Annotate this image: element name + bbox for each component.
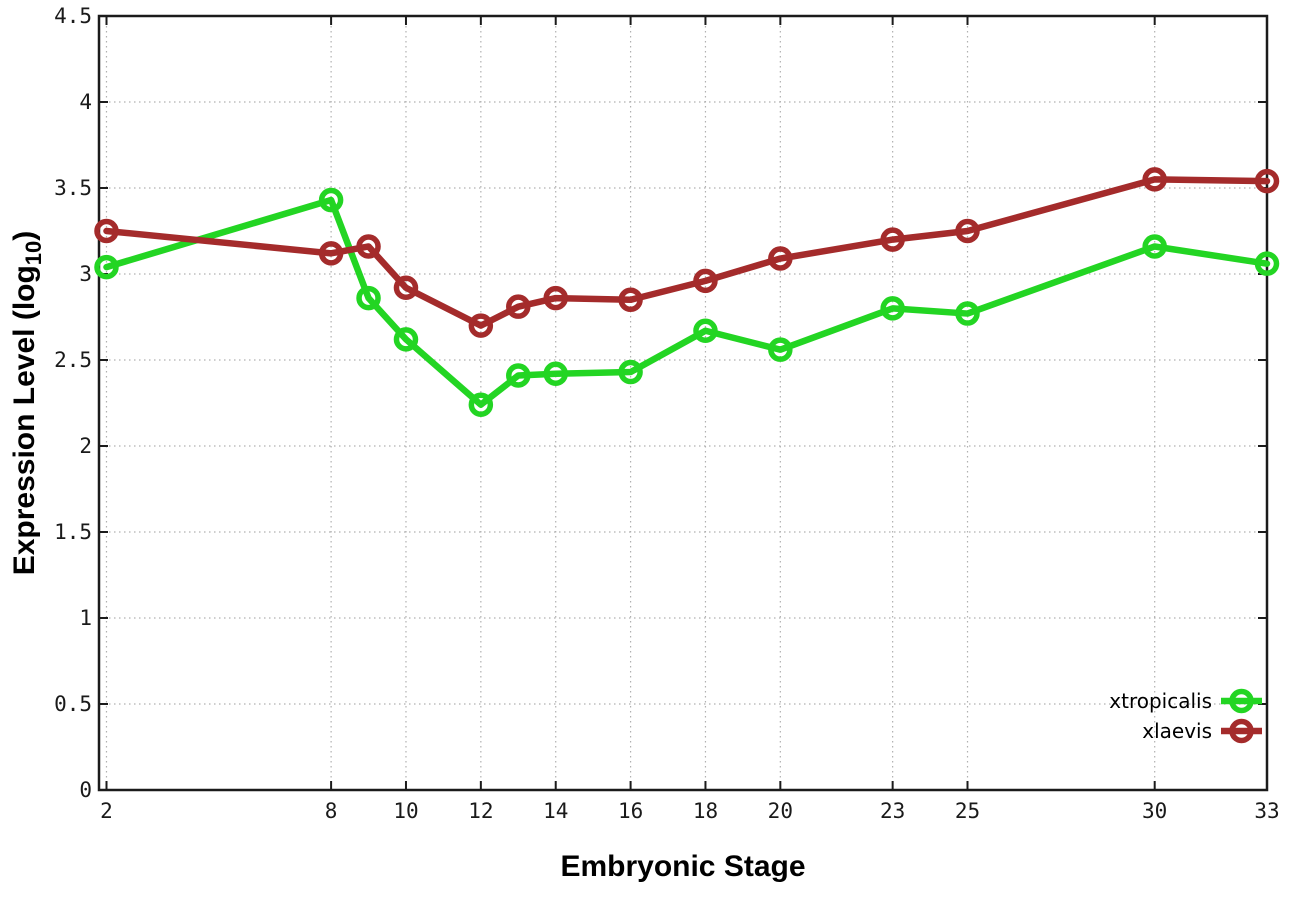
data-point-marker — [1254, 168, 1280, 194]
x-tick-label: 23 — [880, 799, 905, 823]
data-point-marker — [94, 218, 119, 244]
data-point-marker — [468, 313, 494, 338]
tick-marks — [99, 15, 1268, 791]
x-tick-label: 30 — [1142, 799, 1167, 823]
data-point-marker — [356, 285, 381, 311]
data-point-marker — [468, 392, 494, 417]
data-point-marker — [393, 275, 419, 301]
x-tick-label: 20 — [768, 799, 793, 823]
y-tick-label: 2.5 — [54, 348, 92, 372]
y-tick-label: 2 — [79, 434, 92, 458]
data-point-marker — [618, 287, 643, 313]
y-tick-label: 0 — [79, 778, 92, 802]
data-point-marker — [543, 361, 568, 387]
data-point-marker — [543, 285, 568, 311]
y-axis-title: Expression Level (log10) — [8, 231, 46, 576]
series-xtropicalis — [94, 187, 1280, 417]
data-point-marker — [506, 363, 531, 388]
data-point-marker — [393, 327, 419, 352]
data-point-marker — [1254, 251, 1280, 276]
data-point-marker — [693, 268, 718, 294]
data-point-marker — [693, 318, 718, 344]
series-xlaevis — [94, 167, 1280, 338]
data-point-marker — [1142, 167, 1167, 192]
y-tick-label: 3.5 — [54, 176, 92, 200]
x-tick-label: 18 — [693, 799, 718, 823]
y-tick-label: 1.5 — [54, 520, 92, 544]
x-tick-label: 8 — [325, 799, 338, 823]
gridlines — [99, 15, 1268, 791]
legend-label-xtropicalis: xtropicalis — [1109, 689, 1212, 713]
data-point-marker — [356, 234, 381, 259]
x-tick-label: 16 — [618, 799, 643, 823]
plot-border — [97, 14, 1269, 792]
data-point-marker — [955, 301, 980, 326]
data-point-marker — [1142, 234, 1167, 259]
legend-marker-sample — [1229, 688, 1254, 714]
x-tick-label: 12 — [468, 799, 493, 823]
y-tick-label: 0.5 — [54, 692, 92, 716]
x-tick-label: 25 — [955, 799, 980, 823]
data-point-marker — [94, 254, 119, 280]
y-tick-label: 4.5 — [54, 4, 92, 28]
y-tick-label: 4 — [79, 90, 92, 114]
x-axis-title: Embryonic Stage — [560, 850, 805, 883]
legend-label-xlaevis: xlaevis — [1142, 719, 1212, 743]
x-tick-label: 14 — [543, 799, 568, 823]
data-point-marker — [318, 187, 344, 213]
data-point-marker — [768, 246, 793, 271]
series-line-xtropicalis — [103, 196, 1271, 408]
data-point-marker — [506, 294, 531, 319]
y-tick-labels: 0 0.5 1 1.5 2 2.5 3 3.5 4 4.5 — [54, 4, 92, 802]
legend-marker-sample — [1229, 718, 1254, 744]
data-point-marker — [880, 227, 905, 252]
data-point-marker — [768, 337, 793, 362]
x-tick-label: 2 — [100, 799, 113, 823]
series-line-xlaevis — [103, 176, 1271, 329]
x-tick-label: 33 — [1254, 799, 1279, 823]
data-point-marker — [618, 359, 643, 385]
data-point-marker — [318, 241, 344, 266]
data-point-marker — [955, 218, 980, 244]
legend: xtropicalis xlaevis — [1109, 688, 1262, 744]
y-tick-label: 1 — [79, 606, 92, 630]
data-point-marker — [880, 296, 905, 321]
y-tick-label: 3 — [79, 262, 92, 286]
x-tick-labels: 2 8 10 12 14 16 18 20 23 25 30 33 — [100, 799, 1279, 823]
x-tick-label: 10 — [393, 799, 418, 823]
